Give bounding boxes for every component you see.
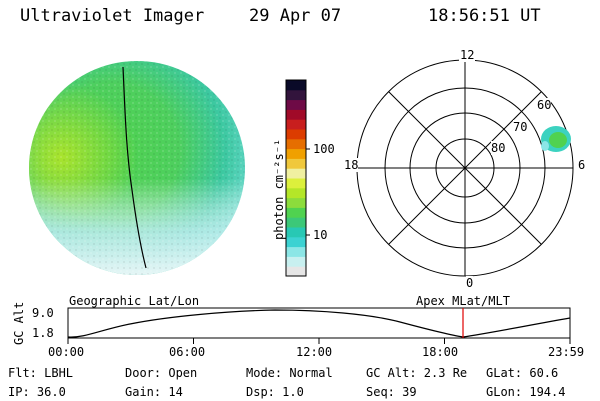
mlt-diagonal-2 [388, 91, 542, 245]
info-glon: GLon: 194.4 [486, 385, 566, 399]
colorbar-cell [286, 138, 306, 150]
colorbar-cell [286, 246, 306, 257]
timeline-xtick-1200: 12:00 [296, 345, 333, 359]
colorbar-cell [286, 99, 306, 110]
instrument-title: Ultraviolet Imager [20, 6, 205, 26]
timeline-frame [67, 307, 571, 339]
timeline-title-right: Apex MLat/MLT [416, 294, 510, 308]
timeline-xtick-1800: 18:00 [422, 345, 459, 359]
colorbar-cell [286, 158, 306, 169]
info-dsp: Dsp: 1.0 [246, 385, 304, 399]
mlt-label-0: 0 [466, 276, 474, 290]
date-label: 29 Apr 07 [249, 6, 342, 26]
timeline-xtick-2359: 23:59 [548, 345, 585, 359]
colorbar-cell [286, 207, 306, 218]
mlat-label-60: 60 [537, 98, 552, 112]
time-label: 18:56:51 UT [428, 6, 541, 26]
mlt-label-6: 6 [578, 158, 586, 172]
timeline-ytick-low: 1.8 [32, 326, 54, 340]
timeline-ytick-high: 9.0 [32, 306, 54, 320]
colorbar-cell [286, 217, 306, 228]
mlat-label-80: 80 [491, 141, 506, 155]
altitude-curve [67, 309, 571, 338]
colorbar-cell [286, 197, 306, 208]
timeline-title-left: Geographic Lat/Lon [69, 294, 200, 308]
colorbar-frame [285, 79, 307, 277]
colorbar-cell [286, 109, 306, 120]
colorbar-cell [286, 227, 306, 238]
info-gain: Gain: 14 [125, 385, 183, 399]
colorbar-tick-label-10: 10 [313, 228, 328, 242]
colorbar-cell [286, 236, 306, 248]
timeline-xtick-0000: 00:00 [48, 345, 85, 359]
timeline-plot [67, 307, 571, 344]
colorbar-unit-label: photon cm⁻²s⁻¹ [272, 138, 286, 240]
colorbar-cell [286, 266, 306, 277]
earth-disk [29, 61, 245, 275]
colorbar-cell [286, 187, 306, 199]
colorbar-tick-label-100: 100 [313, 142, 335, 156]
colorbar-cell [286, 148, 306, 159]
colorbar-cell [286, 178, 306, 189]
timeline-ticks [67, 338, 571, 344]
info-seq: Seq: 39 [366, 385, 417, 399]
mlat-label-70: 70 [513, 120, 528, 134]
colorbar-cell [286, 89, 306, 101]
timeline-xtick-0600: 06:00 [169, 345, 206, 359]
colorbar-cells [286, 80, 306, 277]
info-mode: Mode: Normal [246, 366, 333, 380]
info-filter: Flt: LBHL [8, 366, 74, 380]
colorbar-cell [286, 256, 306, 267]
polar-plot [356, 59, 574, 277]
colorbar-cell [286, 80, 306, 91]
colorbar [285, 79, 310, 277]
info-ip: IP: 36.0 [8, 385, 66, 399]
info-gc-alt: GC Alt: 2.3 Re [366, 366, 468, 380]
info-door: Door: Open [125, 366, 198, 380]
mlt-label-18: 18 [344, 158, 359, 172]
mlt-label-12: 12 [459, 48, 476, 62]
aurora-blob [541, 126, 571, 152]
colorbar-cell [286, 168, 306, 179]
info-glat: GLat: 60.6 [486, 366, 559, 380]
colorbar-cell [286, 119, 306, 130]
terminator-line [122, 66, 147, 269]
colorbar-cell [286, 129, 306, 140]
